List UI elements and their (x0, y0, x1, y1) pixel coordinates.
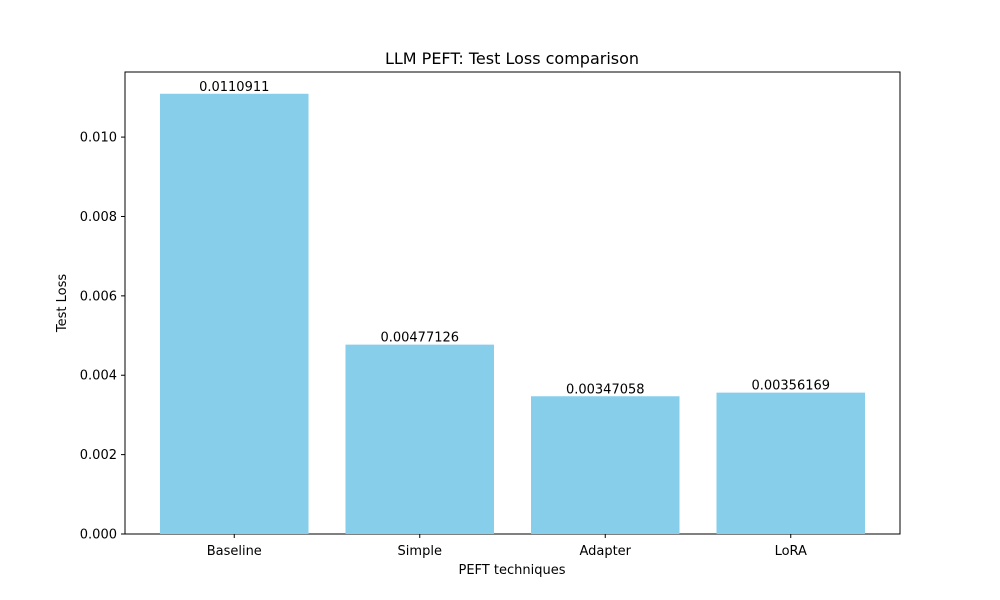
y-tick-label-2: 0.004 (80, 369, 117, 384)
data-label-baseline: 0.0110911 (199, 80, 269, 95)
chart-title: LLM PEFT: Test Loss comparison (385, 49, 639, 68)
x-axis-ticks: Baseline Simple Adapter LoRA (207, 534, 807, 559)
y-tick-label-5: 0.010 (80, 131, 117, 146)
data-label-adapter: 0.00347058 (566, 382, 645, 397)
y-tick-label-4: 0.008 (80, 210, 117, 225)
bar-adapter (531, 396, 680, 534)
x-tick-label-adapter: Adapter (579, 544, 631, 559)
y-tick-label-1: 0.002 (80, 448, 117, 463)
x-axis-label: PEFT techniques (459, 563, 566, 578)
y-axis-ticks: 0.000 0.002 0.004 0.006 0.008 0.010 (80, 131, 125, 543)
data-label-simple: 0.00477126 (380, 331, 459, 346)
x-tick-label-lora: LoRA (775, 544, 807, 559)
y-axis-label: Test Loss (55, 274, 70, 333)
y-tick-label-3: 0.006 (80, 289, 117, 304)
bars-group (160, 93, 865, 534)
bar-simple (345, 344, 494, 534)
data-label-lora: 0.00356169 (751, 379, 830, 394)
data-labels-group: 0.0110911 0.00477126 0.00347058 0.00356169 (199, 80, 830, 397)
bar-lora (716, 392, 865, 534)
y-tick-label-0: 0.000 (80, 528, 117, 543)
x-tick-label-simple: Simple (398, 544, 442, 559)
plot-area (124, 71, 901, 535)
bar-baseline (160, 93, 309, 534)
x-tick-label-baseline: Baseline (207, 544, 262, 559)
